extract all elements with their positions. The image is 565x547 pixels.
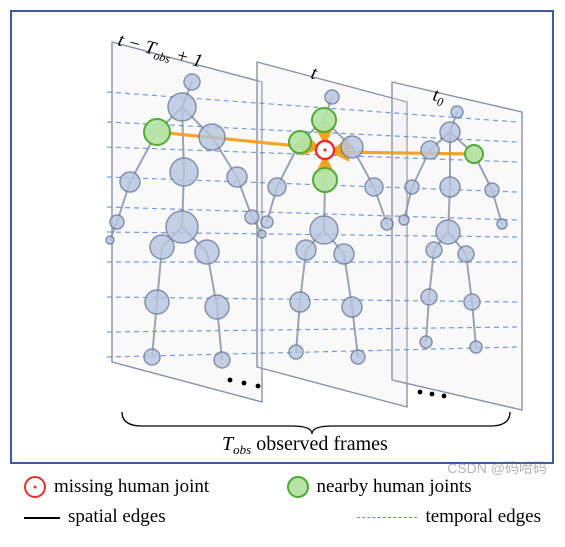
figure-container: t − Tobs + 1tt0Tobs observed frames: [10, 10, 554, 464]
legend-temporal-label: temporal edges: [425, 502, 541, 532]
nearby-joint-icon: [287, 476, 309, 498]
legend-missing-label: missing human joint: [54, 472, 209, 502]
legend-temporal: temporal edges: [287, 502, 542, 532]
missing-joint-icon: [24, 476, 46, 498]
spatial-edge-icon: [24, 517, 60, 519]
legend-spatial: spatial edges: [24, 502, 279, 532]
legend-spatial-label: spatial edges: [68, 502, 166, 532]
legend-row-2: spatial edges temporal edges: [24, 502, 541, 532]
temporal-edge-icon: [357, 517, 417, 518]
diagram-svg: t − Tobs + 1tt0Tobs observed frames: [12, 12, 552, 462]
svg-text:Tobs observed frames: Tobs observed frames: [222, 433, 388, 457]
legend-missing: missing human joint: [24, 472, 279, 502]
watermark: CSDN @码哈码: [447, 458, 547, 478]
